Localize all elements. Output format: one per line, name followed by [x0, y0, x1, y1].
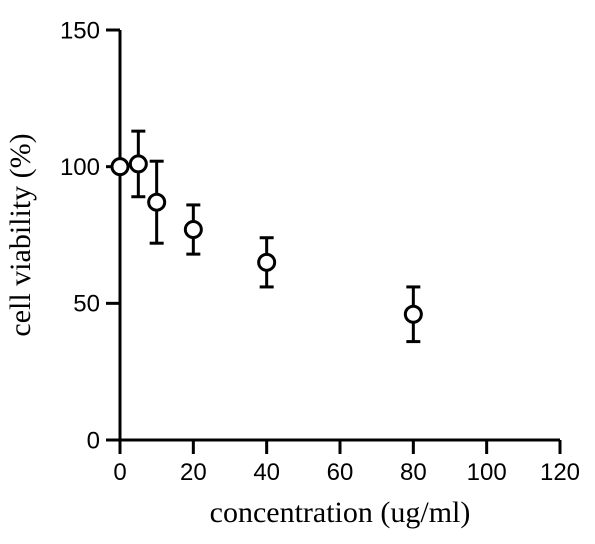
data-point: [259, 254, 275, 270]
data-point: [149, 194, 165, 210]
y-axis-title: cell viability (%): [4, 133, 37, 336]
y-tick-label: 0: [87, 427, 100, 454]
data-point: [112, 159, 128, 175]
x-tick-label: 40: [253, 459, 280, 486]
data-point: [185, 222, 201, 238]
x-tick-label: 20: [180, 459, 207, 486]
x-tick-label: 0: [113, 459, 126, 486]
x-tick-label: 80: [400, 459, 427, 486]
chart-svg: 0 20 40 60 80 100 120 0 50 100 150 concentration (u…: [0, 0, 595, 544]
x-tick-label: 60: [327, 459, 354, 486]
viability-chart: 0 20 40 60 80 100 120 0 50 100 150 concentration (u…: [0, 0, 595, 544]
data-point: [130, 156, 146, 172]
data-point: [405, 306, 421, 322]
y-tick-label: 150: [60, 17, 100, 44]
x-tick-label: 120: [540, 459, 580, 486]
x-axis-title: concentration (ug/ml): [210, 496, 471, 529]
y-tick-label: 100: [60, 154, 100, 181]
x-tick-label: 100: [467, 459, 507, 486]
y-tick-label: 50: [73, 291, 100, 318]
